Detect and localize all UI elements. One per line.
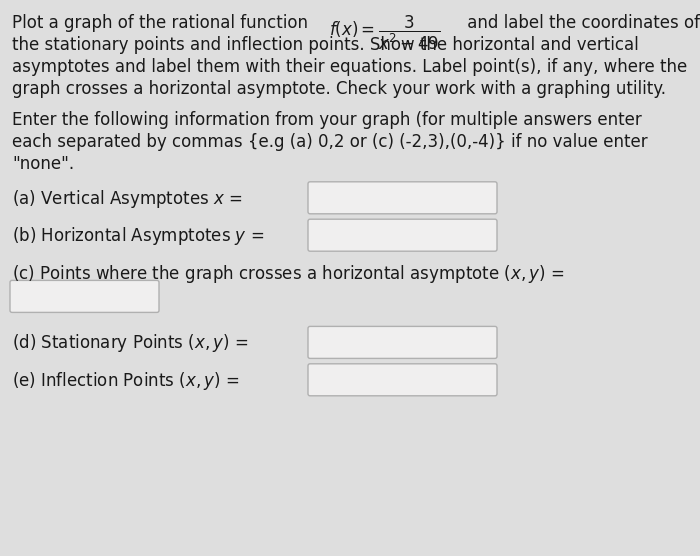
Text: (c) Points where the graph crosses a horizontal asymptote $(x, y)$ =: (c) Points where the graph crosses a hor… (12, 262, 564, 285)
FancyBboxPatch shape (308, 326, 497, 359)
FancyBboxPatch shape (308, 182, 497, 214)
Text: Enter the following information from your graph (for multiple answers enter: Enter the following information from you… (12, 111, 642, 129)
Text: graph crosses a horizontal asymptote. Check your work with a graphing utility.: graph crosses a horizontal asymptote. Ch… (12, 80, 666, 98)
Text: "none".: "none". (12, 155, 74, 173)
Text: the stationary points and inflection points. Show the horizontal and vertical: the stationary points and inflection poi… (12, 36, 638, 54)
FancyBboxPatch shape (308, 364, 497, 396)
FancyBboxPatch shape (308, 219, 497, 251)
FancyBboxPatch shape (10, 280, 159, 312)
Text: (e) Inflection Points $(x, y)$ =: (e) Inflection Points $(x, y)$ = (12, 370, 239, 392)
Text: asymptotes and label them with their equations. Label point(s), if any, where th: asymptotes and label them with their equ… (12, 58, 687, 76)
Text: (b) Horizontal Asymptotes $y$ =: (b) Horizontal Asymptotes $y$ = (12, 225, 264, 247)
Text: each separated by commas {e.g (a) 0,2 or (c) (-2,3),(0,-4)} if no value enter: each separated by commas {e.g (a) 0,2 or… (12, 133, 648, 151)
Text: (d) Stationary Points $(x, y)$ =: (d) Stationary Points $(x, y)$ = (12, 332, 248, 354)
Text: and label the coordinates of: and label the coordinates of (462, 14, 700, 32)
Text: (a) Vertical Asymptotes $x$ =: (a) Vertical Asymptotes $x$ = (12, 188, 242, 210)
Text: Plot a graph of the rational function: Plot a graph of the rational function (12, 14, 314, 32)
Text: $f(x) = \dfrac{3}{x^2-49}$: $f(x) = \dfrac{3}{x^2-49}$ (329, 14, 440, 52)
